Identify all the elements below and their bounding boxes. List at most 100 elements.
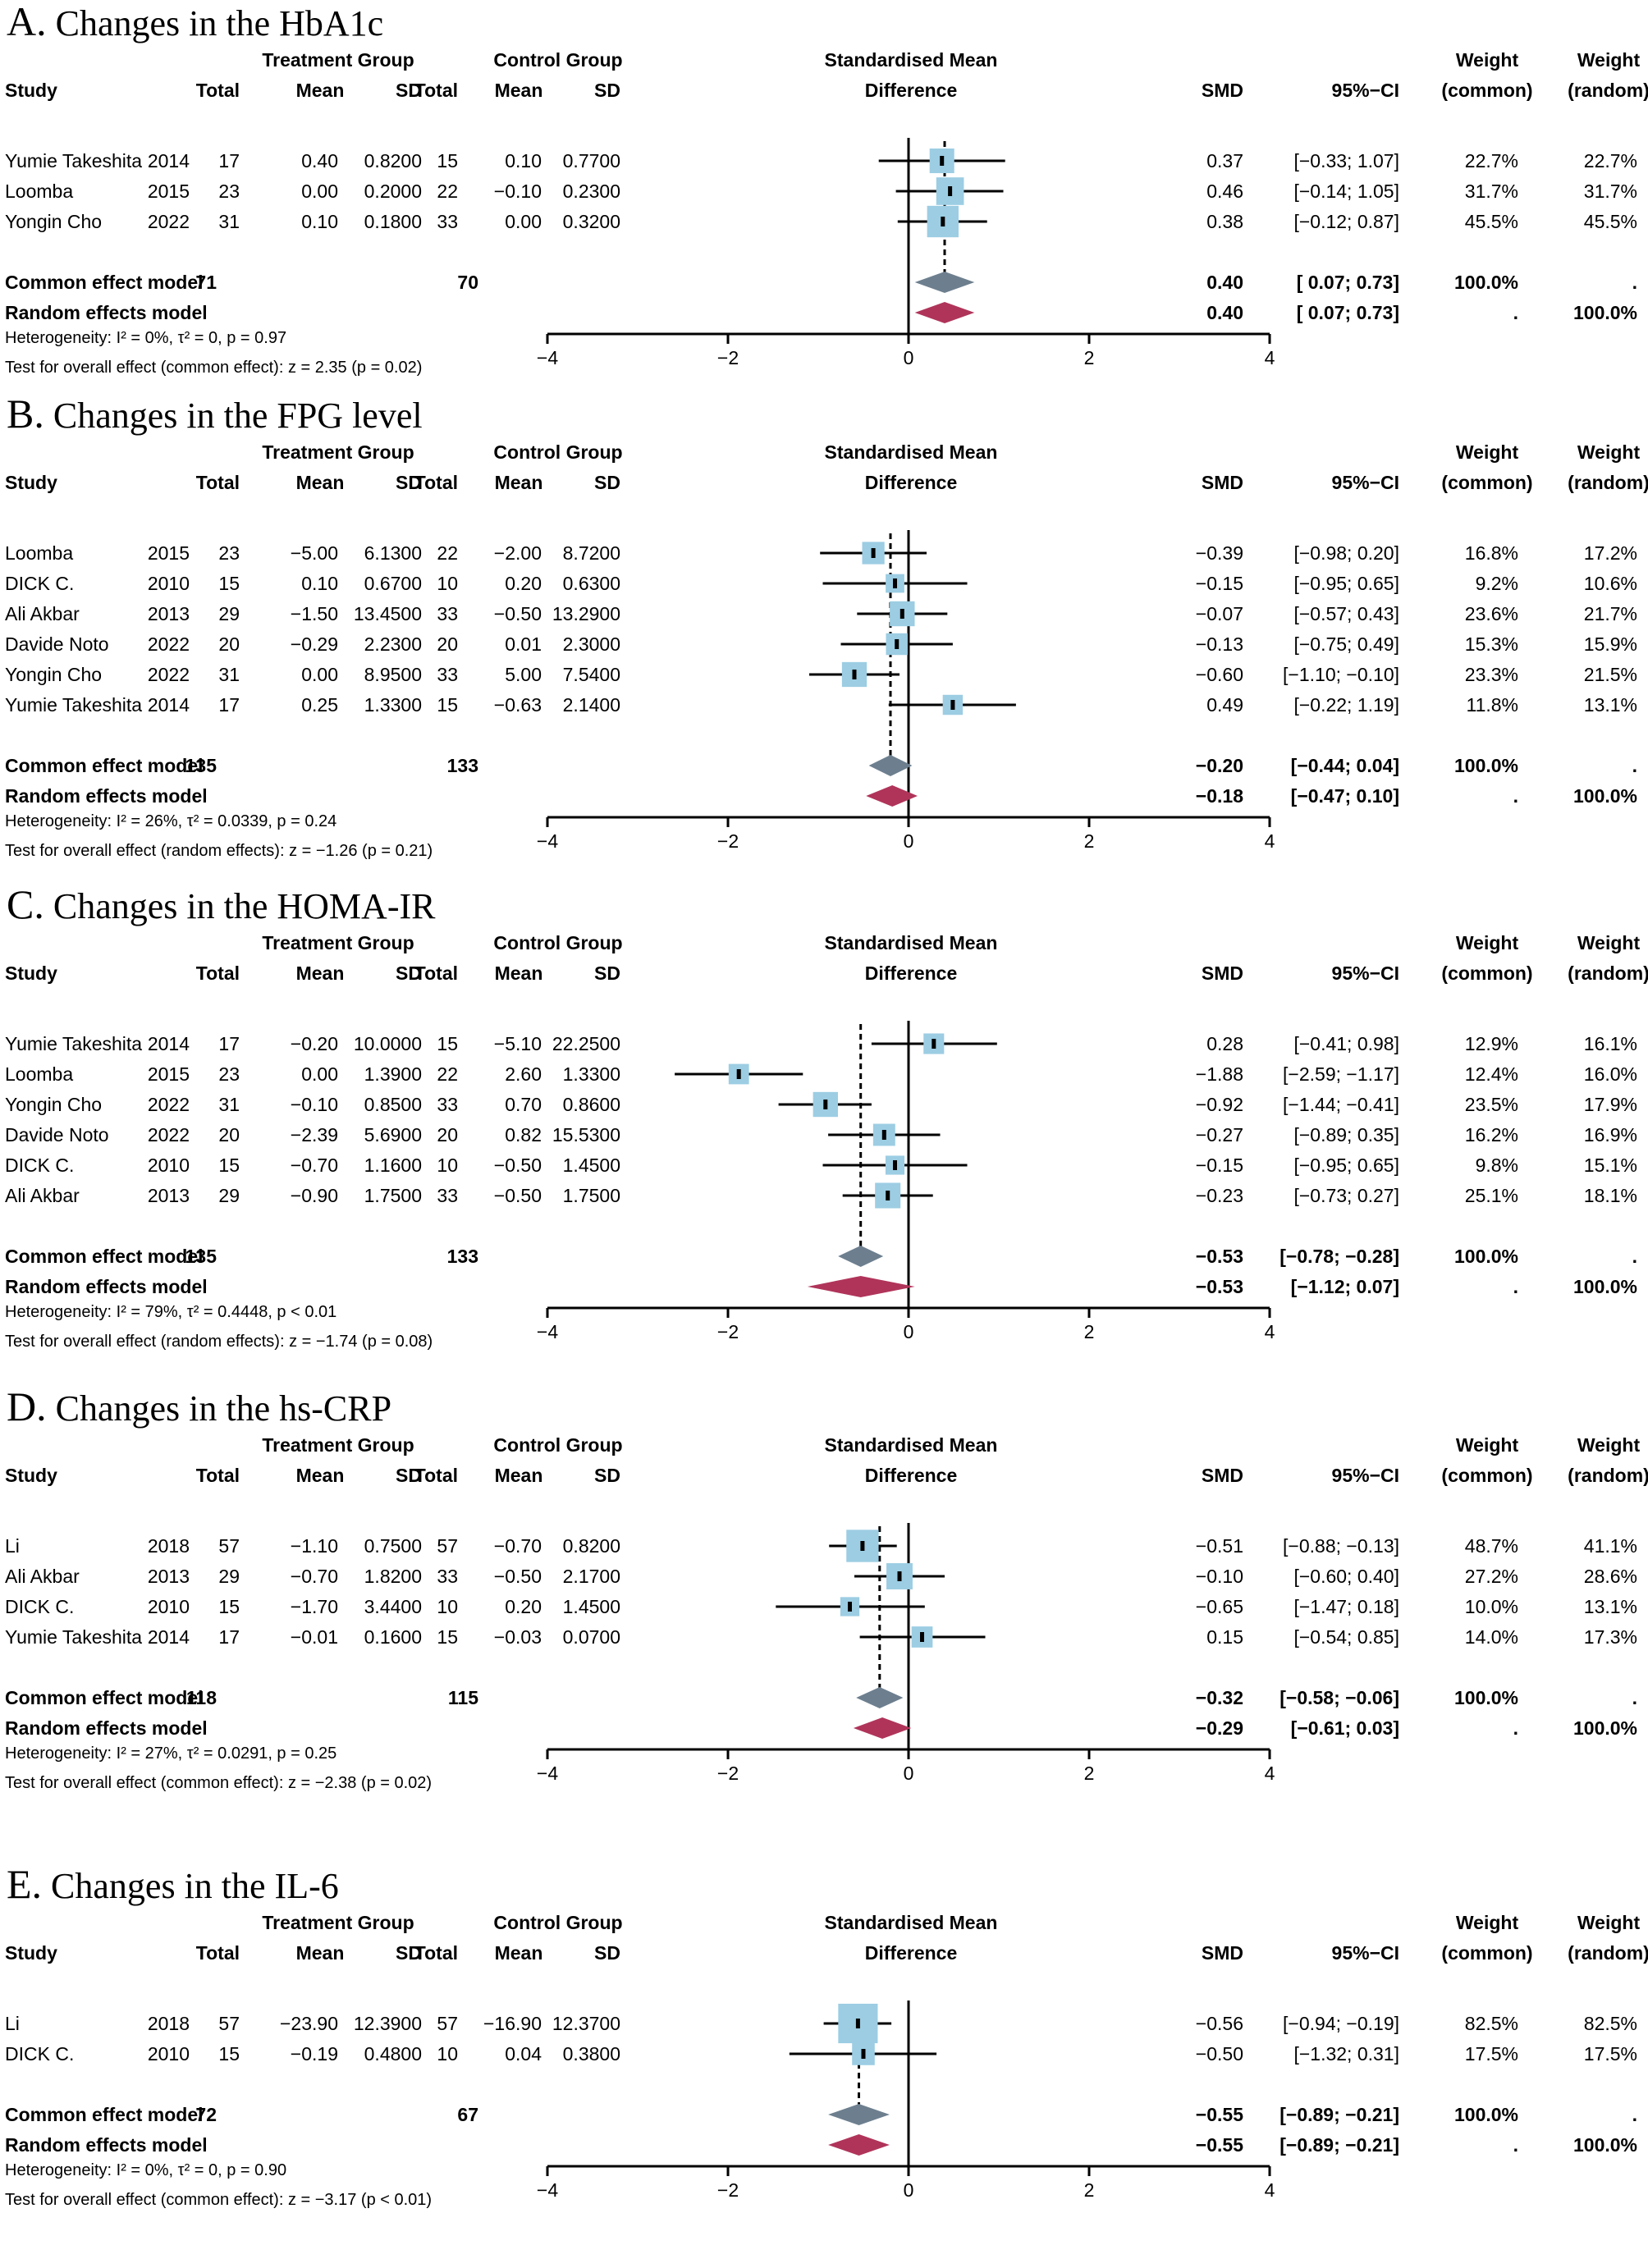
study-name: Yongin Cho xyxy=(5,211,103,232)
control-total: 15 xyxy=(437,1626,458,1648)
study-smd: −0.56 xyxy=(1195,2013,1243,2034)
control-sd: 15.5300 xyxy=(552,1124,620,1145)
heterogeneity-text: Heterogeneity: I² = 0%, τ² = 0, p = 0.90 xyxy=(5,2161,287,2179)
study-weight-random: 82.5% xyxy=(1583,2013,1637,2034)
ci-header: 95%−CI xyxy=(1331,1465,1399,1486)
x-tick-label: 0 xyxy=(903,347,914,368)
x-tick-label: −4 xyxy=(536,347,559,368)
smd-header: SMD xyxy=(1201,963,1243,984)
x-tick-label: 0 xyxy=(903,1763,914,1784)
random-smd: −0.29 xyxy=(1195,1717,1243,1739)
study-year: 2015 xyxy=(147,181,190,202)
study-smd: 0.49 xyxy=(1206,694,1243,716)
treatment-total: 23 xyxy=(218,542,240,564)
treatment-total: 31 xyxy=(218,1094,240,1115)
control-sd: 2.1400 xyxy=(562,694,620,716)
random-weight-common: . xyxy=(1513,1276,1518,1297)
study-weight-common: 17.5% xyxy=(1464,2043,1518,2065)
control-group-header: Control Group xyxy=(493,932,623,953)
study-weight-common: 9.8% xyxy=(1475,1155,1518,1176)
study-year: 2018 xyxy=(147,2013,190,2034)
study-name: Ali Akbar xyxy=(5,1566,80,1587)
x-tick-label: 0 xyxy=(903,1321,914,1342)
control-mean: −0.70 xyxy=(493,1535,542,1557)
treatment-sd: 0.6700 xyxy=(364,573,422,594)
random-ci: [−0.61; 0.03] xyxy=(1290,1717,1399,1739)
x-tick-label: 4 xyxy=(1264,347,1275,368)
random-weight-random: 100.0% xyxy=(1572,1717,1637,1739)
x-tick-label: −2 xyxy=(716,1763,739,1784)
study-name: Davide Noto xyxy=(5,633,109,655)
treatment-sd-header: SD xyxy=(396,1942,422,1964)
control-mean: 0.20 xyxy=(505,1596,542,1617)
x-tick-label: −2 xyxy=(716,2179,739,2201)
study-name: DICK C. xyxy=(5,1155,75,1176)
control-total-header: Total xyxy=(414,472,458,493)
common-effect-diamond xyxy=(856,1687,904,1708)
study-smd: 0.28 xyxy=(1206,1033,1243,1054)
common-ci: [ 0.07; 0.73] xyxy=(1296,272,1399,293)
treatment-mean: 0.10 xyxy=(301,573,338,594)
study-year: 2013 xyxy=(147,603,190,624)
study-weight-random: 10.6% xyxy=(1583,573,1637,594)
study-year: 2010 xyxy=(147,1596,190,1617)
weight-random-label: (random) xyxy=(1568,80,1648,101)
random-model-label: Random effects model xyxy=(5,785,208,807)
common-effect-diamond xyxy=(868,755,913,776)
treatment-total: 15 xyxy=(218,1596,240,1617)
study-name: Yumie Takeshita xyxy=(5,1033,143,1054)
study-year: 2015 xyxy=(147,542,190,564)
treatment-total-header: Total xyxy=(195,1942,240,1964)
study-weight-random: 17.2% xyxy=(1583,542,1637,564)
treatment-total: 57 xyxy=(218,2013,240,2034)
treatment-mean-header: Mean xyxy=(295,472,345,493)
overall-effect-test-text: Test for overall effect (common effect):… xyxy=(5,2191,433,2209)
treatment-sd: 0.8500 xyxy=(364,1094,422,1115)
study-name: Li xyxy=(5,1535,20,1557)
weight-common-header: Weight xyxy=(1455,932,1519,953)
study-weight-common: 22.7% xyxy=(1464,150,1518,171)
treatment-mean: −0.10 xyxy=(290,1094,338,1115)
random-smd: −0.55 xyxy=(1195,2134,1243,2156)
study-smd: −0.10 xyxy=(1195,1566,1243,1587)
treatment-mean: −0.70 xyxy=(290,1566,338,1587)
heterogeneity-text: Heterogeneity: I² = 26%, τ² = 0.0339, p … xyxy=(5,812,337,830)
study-ci: [−0.95; 0.65] xyxy=(1293,1155,1399,1176)
treatment-total: 31 xyxy=(218,664,240,685)
control-total: 10 xyxy=(437,1155,458,1176)
study-header: Study xyxy=(5,1942,57,1964)
random-model-label: Random effects model xyxy=(5,1717,208,1739)
study-ci: [−0.73; 0.27] xyxy=(1293,1185,1399,1206)
control-mean: 0.20 xyxy=(505,573,542,594)
study-weight-random: 13.1% xyxy=(1583,1596,1637,1617)
control-sd: 0.6300 xyxy=(562,573,620,594)
study-weight-common: 16.8% xyxy=(1464,542,1518,564)
control-group-header: Control Group xyxy=(493,1912,623,1933)
treatment-total: 29 xyxy=(218,1185,240,1206)
x-tick-label: −4 xyxy=(536,1763,559,1784)
control-sd: 8.7200 xyxy=(562,542,620,564)
treatment-sd: 10.0000 xyxy=(353,1033,422,1054)
treatment-sd: 0.4800 xyxy=(364,2043,422,2065)
treatment-mean-header: Mean xyxy=(295,963,345,984)
study-point-estimate xyxy=(848,1602,852,1612)
treatment-total: 17 xyxy=(218,1626,240,1648)
forest-panel: E. Changes in the IL-6 Treatment Group Con… xyxy=(0,1863,1648,2268)
study-year: 2010 xyxy=(147,1155,190,1176)
treatment-mean-header: Mean xyxy=(295,1942,345,1964)
control-total-header: Total xyxy=(414,963,458,984)
smd-title: Standardised Mean xyxy=(824,441,998,463)
random-ci: [ 0.07; 0.73] xyxy=(1296,302,1399,323)
forest-plot-svg xyxy=(546,1523,1271,1759)
forest-plot-svg xyxy=(546,530,1271,827)
study-ci: [−0.88; −0.13] xyxy=(1283,1535,1399,1557)
random-model-label: Random effects model xyxy=(5,2134,208,2156)
control-group-header: Control Group xyxy=(493,49,623,71)
treatment-sd: 1.7500 xyxy=(364,1185,422,1206)
control-sd: 0.3200 xyxy=(562,211,620,232)
treatment-group-header: Treatment Group xyxy=(262,441,414,463)
study-name: Loomba xyxy=(5,1063,74,1085)
random-weight-random: 100.0% xyxy=(1572,1276,1637,1297)
study-weight-random: 18.1% xyxy=(1583,1185,1637,1206)
common-weight-random: . xyxy=(1632,2104,1637,2125)
